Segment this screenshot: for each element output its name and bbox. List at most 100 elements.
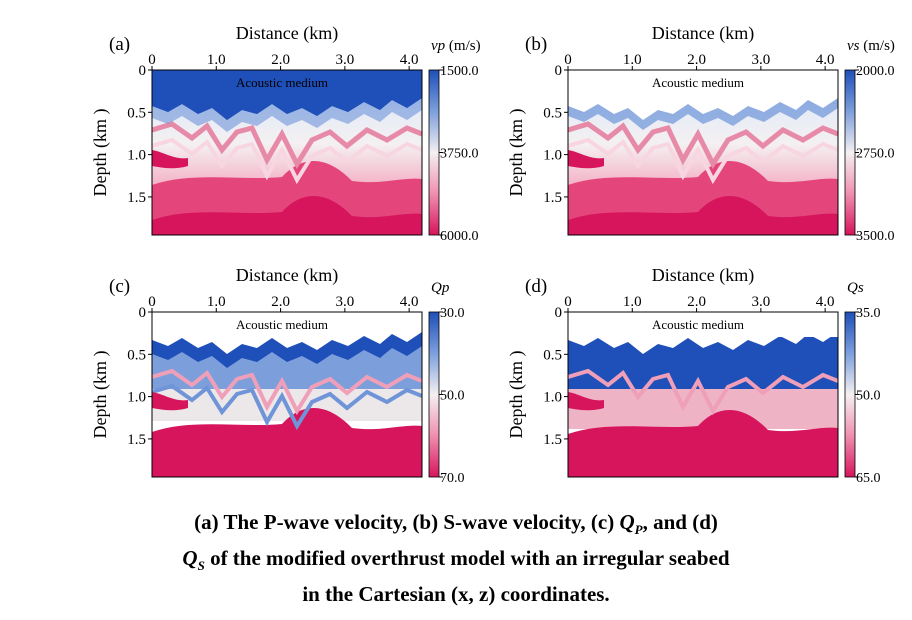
x-tick-label: 4.0 bbox=[816, 52, 835, 68]
caption-line-2: QS of the modified overthrust model with… bbox=[0, 544, 912, 580]
x-axis-title: Distance (km) bbox=[236, 265, 338, 286]
colorbar bbox=[844, 311, 856, 478]
x-tick-label: 2.0 bbox=[687, 52, 706, 68]
colorbar-title: vp (m/s) bbox=[431, 38, 481, 54]
basement-layer bbox=[568, 195, 838, 235]
model-image bbox=[568, 70, 838, 235]
y-tick-label: 0 bbox=[139, 63, 147, 79]
y-tick-label: 0.5 bbox=[543, 347, 562, 363]
basement-layer bbox=[568, 409, 838, 477]
panel-0: Acoustic medium 0 1.0 2.0 3.0 4.0 0 0.5 1.0 1.5 Di… bbox=[90, 23, 481, 244]
y-tick-label: 1.0 bbox=[127, 390, 146, 406]
fold-layer-1 bbox=[152, 121, 422, 170]
colorbar-tick-label: 30.0 bbox=[440, 306, 465, 321]
x-axis-title: Distance (km) bbox=[236, 23, 338, 44]
y-tick-label: 0 bbox=[555, 305, 563, 321]
plot-frame bbox=[567, 311, 839, 478]
caption-qs: QS bbox=[182, 546, 205, 574]
colorbar-tick-label: 1500.0 bbox=[440, 64, 479, 79]
y-tick-label: 0 bbox=[139, 305, 147, 321]
wedge-body bbox=[152, 150, 188, 169]
x-tick-label: 1.0 bbox=[623, 294, 642, 310]
y-tick-label: 1.5 bbox=[543, 190, 562, 206]
y-tick-label: 0 bbox=[555, 63, 563, 79]
caption-part-2: , and (d) bbox=[642, 510, 718, 534]
x-axis-title: Distance (km) bbox=[652, 23, 754, 44]
colorbar bbox=[428, 69, 440, 236]
colorbar-tick-label: 2750.0 bbox=[856, 147, 895, 162]
y-tick-label: 0.5 bbox=[127, 347, 146, 363]
water-layer-cover bbox=[152, 70, 422, 120]
fold-layer-1 bbox=[152, 368, 422, 416]
x-tick-label: 3.0 bbox=[751, 294, 770, 310]
acoustic-medium-label: Acoustic medium bbox=[236, 317, 328, 332]
fold-layer-2 bbox=[568, 137, 838, 185]
caption-line-1: (a) The P-wave velocity, (b) S-wave velo… bbox=[0, 508, 912, 544]
x-tick-label: 4.0 bbox=[816, 294, 835, 310]
y-axis-title: Depth (km ) bbox=[506, 351, 527, 439]
caption-line-3: in the Cartesian (x, z) coordinates. bbox=[302, 582, 610, 607]
colorbar-title: vs (m/s) bbox=[847, 38, 895, 54]
colorbar-tick-label: 2000.0 bbox=[856, 64, 895, 79]
colorbar-tick-label: 65.0 bbox=[856, 471, 881, 486]
colorbar-tick-label: 50.0 bbox=[440, 389, 465, 404]
y-axis-title: Depth (km ) bbox=[506, 109, 527, 197]
acoustic-medium-label: Acoustic medium bbox=[236, 75, 328, 90]
panel-3: Acoustic medium 0 1.0 2.0 3.0 4.0 0 0.5 1.0 1.5 Di… bbox=[506, 265, 881, 486]
wedge-body bbox=[568, 150, 604, 169]
x-tick-label: 0 bbox=[148, 294, 156, 310]
x-tick-label: 2.0 bbox=[271, 294, 290, 310]
colorbar bbox=[428, 311, 440, 478]
basement-layer bbox=[152, 195, 422, 235]
model-image bbox=[152, 70, 422, 235]
colorbar-tick-label: 50.0 bbox=[856, 389, 881, 404]
y-tick-label: 1.0 bbox=[543, 390, 562, 406]
model-image bbox=[568, 312, 838, 477]
y-tick-label: 1.5 bbox=[127, 432, 146, 448]
water-layer-cover bbox=[568, 70, 838, 120]
panel-letter: (b) bbox=[525, 34, 547, 55]
fold-layer-2 bbox=[152, 137, 422, 185]
x-tick-label: 4.0 bbox=[400, 294, 419, 310]
plot-frame bbox=[151, 69, 423, 236]
x-tick-label: 0 bbox=[564, 294, 572, 310]
fold-layer-2 bbox=[152, 383, 422, 431]
panel-2: Acoustic medium 0 1.0 2.0 3.0 4.0 0 0.5 1.0 1.5 Di… bbox=[90, 265, 465, 486]
x-tick-label: 3.0 bbox=[335, 294, 354, 310]
panel-1: Acoustic medium 0 1.0 2.0 3.0 4.0 0 0.5 1.0 1.5 Di… bbox=[506, 23, 895, 244]
x-tick-label: 1.0 bbox=[623, 52, 642, 68]
x-tick-label: 1.0 bbox=[207, 294, 226, 310]
panel-letter: (d) bbox=[525, 276, 547, 297]
y-tick-label: 0.5 bbox=[127, 105, 146, 121]
x-tick-label: 2.0 bbox=[687, 294, 706, 310]
colorbar-tick-label: 3500.0 bbox=[856, 229, 895, 244]
y-tick-label: 1.0 bbox=[127, 148, 146, 164]
y-tick-label: 1.5 bbox=[127, 190, 146, 206]
x-tick-label: 2.0 bbox=[271, 52, 290, 68]
colorbar-tick-label: 70.0 bbox=[440, 471, 465, 486]
y-tick-label: 1.0 bbox=[543, 148, 562, 164]
y-tick-label: 1.5 bbox=[543, 432, 562, 448]
acoustic-medium-label: Acoustic medium bbox=[652, 75, 744, 90]
plot-frame bbox=[567, 69, 839, 236]
x-tick-label: 0 bbox=[564, 52, 572, 68]
water-layer bbox=[568, 312, 838, 354]
acoustic-medium-label: Acoustic medium bbox=[652, 317, 744, 332]
x-tick-label: 3.0 bbox=[751, 52, 770, 68]
y-tick-label: 0.5 bbox=[543, 105, 562, 121]
caption-qp: QP bbox=[619, 510, 643, 538]
wedge-body bbox=[152, 392, 188, 411]
panel-letter: (c) bbox=[109, 276, 130, 297]
colorbar-tick-label: 6000.0 bbox=[440, 229, 479, 244]
figure-caption: (a) The P-wave velocity, (b) S-wave velo… bbox=[0, 508, 912, 609]
y-axis-title: Depth (km ) bbox=[90, 351, 111, 439]
basement-layer bbox=[152, 407, 422, 477]
model-image bbox=[152, 312, 422, 477]
x-tick-label: 1.0 bbox=[207, 52, 226, 68]
water-layer bbox=[152, 312, 422, 354]
x-tick-label: 4.0 bbox=[400, 52, 419, 68]
plot-frame bbox=[151, 311, 423, 478]
y-axis-title: Depth (km ) bbox=[90, 109, 111, 197]
caption-part-1: (a) The P-wave velocity, (b) S-wave velo… bbox=[194, 510, 620, 534]
wedge-body bbox=[568, 392, 604, 411]
